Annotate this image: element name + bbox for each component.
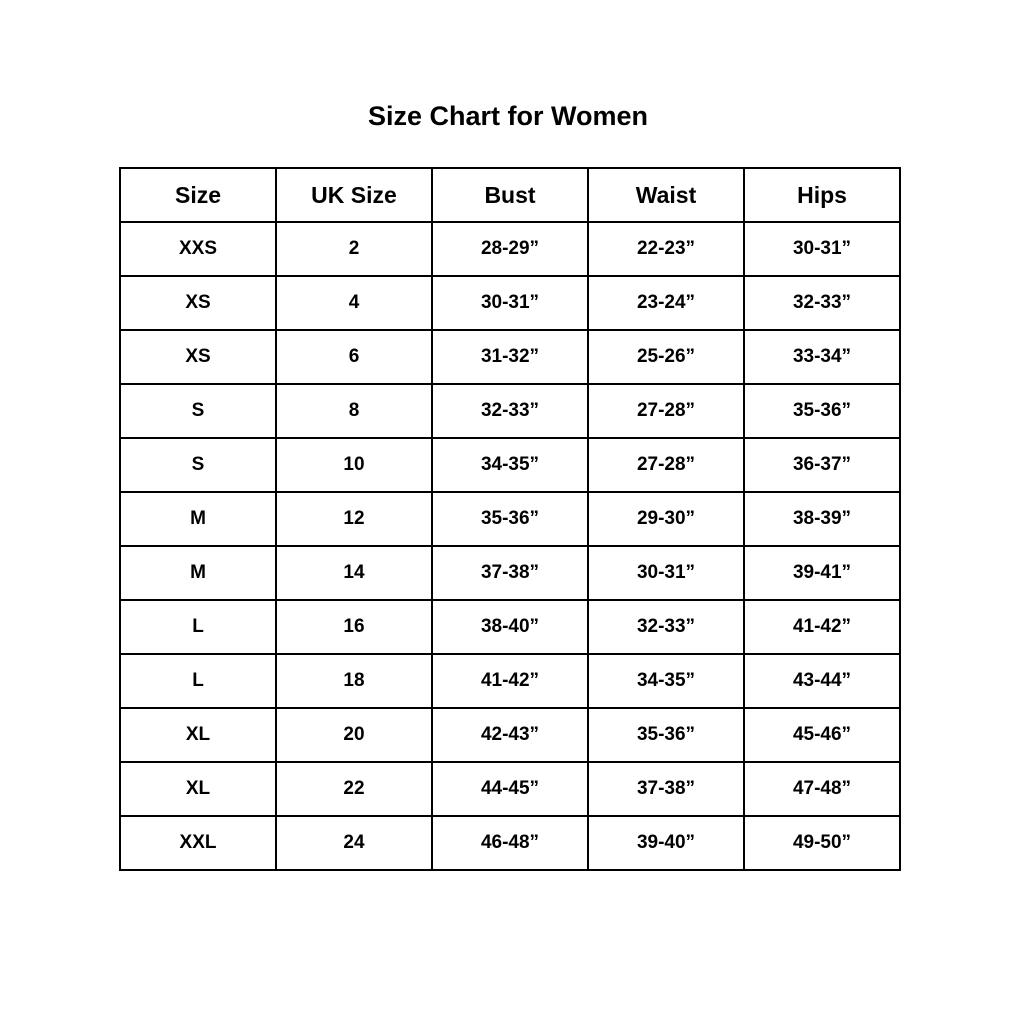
cell-hips: 47-48” xyxy=(743,761,901,817)
table-row: L 16 38-40” 32-33” 41-42” xyxy=(119,599,901,655)
cell-uk-size: 2 xyxy=(275,221,433,277)
cell-uk-size: 12 xyxy=(275,491,433,547)
cell-waist: 25-26” xyxy=(587,329,745,385)
cell-size: XXL xyxy=(119,815,277,871)
cell-uk-size: 4 xyxy=(275,275,433,331)
cell-size: L xyxy=(119,599,277,655)
cell-bust: 38-40” xyxy=(431,599,589,655)
cell-waist: 29-30” xyxy=(587,491,745,547)
cell-hips: 43-44” xyxy=(743,653,901,709)
cell-bust: 28-29” xyxy=(431,221,589,277)
cell-hips: 39-41” xyxy=(743,545,901,601)
table-row: M 14 37-38” 30-31” 39-41” xyxy=(119,545,901,601)
cell-bust: 32-33” xyxy=(431,383,589,439)
cell-uk-size: 10 xyxy=(275,437,433,493)
table-row: XS 4 30-31” 23-24” 32-33” xyxy=(119,275,901,331)
table-body: XXS 2 28-29” 22-23” 30-31” XS 4 30-31” 23-24” 32-… xyxy=(119,221,901,871)
cell-bust: 34-35” xyxy=(431,437,589,493)
cell-waist: 34-35” xyxy=(587,653,745,709)
cell-hips: 33-34” xyxy=(743,329,901,385)
cell-uk-size: 8 xyxy=(275,383,433,439)
cell-uk-size: 24 xyxy=(275,815,433,871)
header-waist: Waist xyxy=(587,167,745,223)
cell-waist: 27-28” xyxy=(587,437,745,493)
table-row: M 12 35-36” 29-30” 38-39” xyxy=(119,491,901,547)
cell-size: S xyxy=(119,383,277,439)
cell-size: XL xyxy=(119,761,277,817)
cell-uk-size: 6 xyxy=(275,329,433,385)
cell-uk-size: 18 xyxy=(275,653,433,709)
cell-hips: 45-46” xyxy=(743,707,901,763)
cell-waist: 37-38” xyxy=(587,761,745,817)
cell-uk-size: 22 xyxy=(275,761,433,817)
cell-hips: 35-36” xyxy=(743,383,901,439)
header-hips: Hips xyxy=(743,167,901,223)
cell-hips: 41-42” xyxy=(743,599,901,655)
table-row: XXL 24 46-48” 39-40” 49-50” xyxy=(119,815,901,871)
cell-hips: 30-31” xyxy=(743,221,901,277)
cell-size: XS xyxy=(119,275,277,331)
header-uk-size: UK Size xyxy=(275,167,433,223)
header-row: Size UK Size Bust Waist Hips xyxy=(119,167,901,223)
header-bust: Bust xyxy=(431,167,589,223)
cell-size: M xyxy=(119,491,277,547)
cell-waist: 22-23” xyxy=(587,221,745,277)
table-row: XL 20 42-43” 35-36” 45-46” xyxy=(119,707,901,763)
cell-bust: 37-38” xyxy=(431,545,589,601)
cell-uk-size: 20 xyxy=(275,707,433,763)
cell-size: XL xyxy=(119,707,277,763)
cell-uk-size: 14 xyxy=(275,545,433,601)
cell-size: M xyxy=(119,545,277,601)
cell-hips: 36-37” xyxy=(743,437,901,493)
cell-waist: 30-31” xyxy=(587,545,745,601)
cell-size: XXS xyxy=(119,221,277,277)
table-row: XXS 2 28-29” 22-23” 30-31” xyxy=(119,221,901,277)
cell-size: XS xyxy=(119,329,277,385)
cell-waist: 32-33” xyxy=(587,599,745,655)
cell-waist: 35-36” xyxy=(587,707,745,763)
table-row: L 18 41-42” 34-35” 43-44” xyxy=(119,653,901,709)
cell-hips: 38-39” xyxy=(743,491,901,547)
cell-waist: 27-28” xyxy=(587,383,745,439)
cell-bust: 46-48” xyxy=(431,815,589,871)
size-chart-table: Size UK Size Bust Waist Hips XXS 2 28-29” 2… xyxy=(119,167,901,871)
table-row: S 8 32-33” 27-28” 35-36” xyxy=(119,383,901,439)
cell-bust: 42-43” xyxy=(431,707,589,763)
cell-bust: 31-32” xyxy=(431,329,589,385)
cell-waist: 23-24” xyxy=(587,275,745,331)
header-size: Size xyxy=(119,167,277,223)
cell-waist: 39-40” xyxy=(587,815,745,871)
page-title: Size Chart for Women xyxy=(367,101,649,131)
cell-hips: 32-33” xyxy=(743,275,901,331)
cell-size: L xyxy=(119,653,277,709)
cell-uk-size: 16 xyxy=(275,599,433,655)
cell-bust: 30-31” xyxy=(431,275,589,331)
table-row: XL 22 44-45” 37-38” 47-48” xyxy=(119,761,901,817)
cell-bust: 41-42” xyxy=(431,653,589,709)
cell-hips: 49-50” xyxy=(743,815,901,871)
table-row: XS 6 31-32” 25-26” 33-34” xyxy=(119,329,901,385)
cell-bust: 35-36” xyxy=(431,491,589,547)
cell-size: S xyxy=(119,437,277,493)
table-row: S 10 34-35” 27-28” 36-37” xyxy=(119,437,901,493)
cell-bust: 44-45” xyxy=(431,761,589,817)
